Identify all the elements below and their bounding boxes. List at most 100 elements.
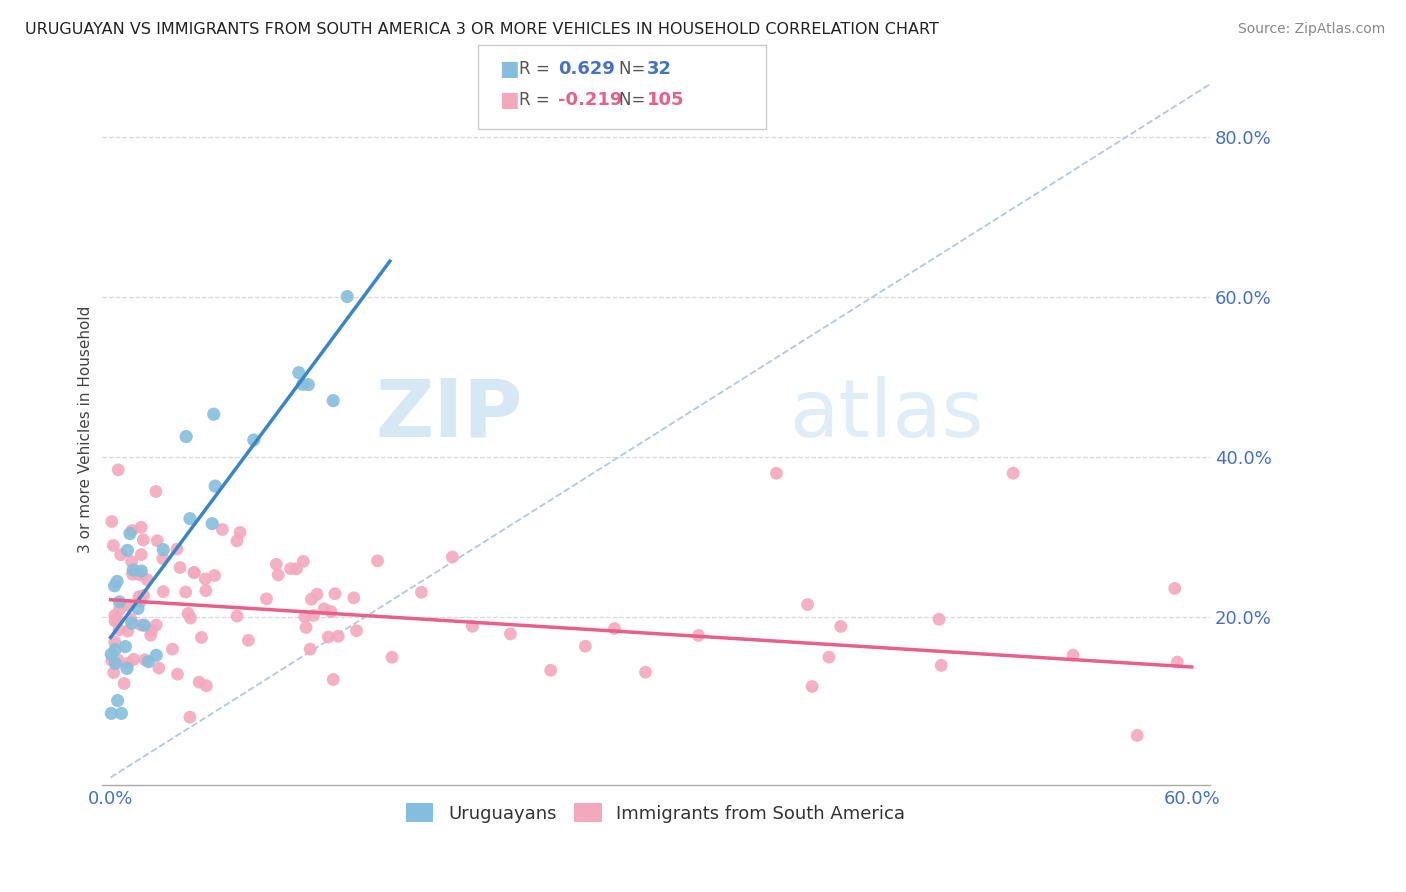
Point bbox=[201, 516, 224, 531]
Point bbox=[101, 515, 124, 529]
Point bbox=[322, 673, 344, 687]
Point bbox=[323, 587, 346, 601]
Point bbox=[100, 706, 122, 721]
Text: R =: R = bbox=[519, 91, 555, 109]
Point bbox=[1126, 728, 1149, 742]
Point bbox=[146, 533, 169, 548]
Point bbox=[1164, 582, 1187, 596]
Point bbox=[110, 706, 132, 721]
Point bbox=[179, 710, 201, 724]
Text: ■: ■ bbox=[499, 59, 519, 78]
Point bbox=[141, 624, 163, 638]
Point bbox=[294, 609, 316, 624]
Legend: Uruguayans, Immigrants from South America: Uruguayans, Immigrants from South Americ… bbox=[399, 796, 912, 830]
Point bbox=[148, 661, 170, 675]
Point bbox=[256, 591, 278, 606]
Point bbox=[202, 407, 225, 421]
Point bbox=[129, 548, 152, 562]
Point bbox=[103, 538, 125, 552]
Text: 0.629: 0.629 bbox=[558, 60, 614, 78]
Point bbox=[796, 598, 818, 612]
Point bbox=[818, 650, 841, 665]
Point bbox=[305, 587, 328, 601]
Point bbox=[1062, 648, 1084, 662]
Point bbox=[302, 608, 325, 623]
Point bbox=[132, 533, 155, 547]
Point bbox=[162, 642, 184, 657]
Point bbox=[145, 618, 167, 632]
Point bbox=[411, 585, 433, 599]
Point bbox=[830, 619, 852, 633]
Point bbox=[291, 377, 314, 392]
Point bbox=[499, 627, 522, 641]
Point bbox=[121, 616, 143, 631]
Point bbox=[100, 648, 122, 662]
Point bbox=[117, 624, 139, 639]
Point bbox=[121, 555, 143, 569]
Point bbox=[292, 554, 315, 568]
Point bbox=[336, 289, 359, 303]
Point bbox=[285, 562, 308, 576]
Point bbox=[120, 612, 142, 626]
Point bbox=[152, 584, 174, 599]
Y-axis label: 3 or more Vehicles in Household: 3 or more Vehicles in Household bbox=[79, 306, 93, 553]
Point bbox=[574, 639, 596, 653]
Point bbox=[145, 484, 167, 499]
Point bbox=[103, 665, 125, 680]
Point bbox=[107, 653, 129, 667]
Text: ■: ■ bbox=[499, 90, 519, 110]
Point bbox=[177, 607, 200, 621]
Point bbox=[138, 655, 160, 669]
Point bbox=[295, 620, 318, 634]
Point bbox=[314, 602, 336, 616]
Point bbox=[194, 583, 217, 598]
Point bbox=[540, 663, 562, 677]
Point bbox=[105, 612, 128, 626]
Point bbox=[134, 653, 156, 667]
Point bbox=[104, 642, 127, 657]
Point bbox=[211, 523, 233, 537]
Text: atlas: atlas bbox=[789, 376, 983, 454]
Point bbox=[204, 568, 226, 582]
Point bbox=[322, 393, 344, 408]
Point bbox=[603, 622, 626, 636]
Point bbox=[117, 656, 139, 670]
Point bbox=[108, 603, 131, 617]
Point bbox=[319, 605, 342, 619]
Point bbox=[297, 377, 319, 392]
Point bbox=[134, 618, 156, 632]
Point bbox=[367, 554, 389, 568]
Point bbox=[104, 608, 127, 623]
Point bbox=[121, 524, 143, 538]
Point bbox=[801, 680, 824, 694]
Point bbox=[104, 657, 127, 671]
Point bbox=[183, 566, 205, 580]
Point bbox=[267, 568, 290, 582]
Point bbox=[174, 585, 197, 599]
Point bbox=[122, 563, 145, 577]
Point bbox=[929, 658, 952, 673]
Text: -0.219: -0.219 bbox=[558, 91, 623, 109]
Point bbox=[122, 652, 145, 666]
Point bbox=[688, 628, 710, 642]
Point bbox=[115, 661, 138, 675]
Point bbox=[226, 609, 249, 624]
Text: Source: ZipAtlas.com: Source: ZipAtlas.com bbox=[1237, 22, 1385, 37]
Text: URUGUAYAN VS IMMIGRANTS FROM SOUTH AMERICA 3 OR MORE VEHICLES IN HOUSEHOLD CORRE: URUGUAYAN VS IMMIGRANTS FROM SOUTH AMERI… bbox=[25, 22, 939, 37]
Point bbox=[128, 590, 150, 604]
Point bbox=[318, 630, 340, 644]
Point bbox=[183, 566, 205, 580]
Point bbox=[765, 467, 787, 481]
Point bbox=[110, 548, 132, 562]
Point bbox=[107, 463, 129, 477]
Point bbox=[343, 591, 366, 605]
Point bbox=[190, 631, 212, 645]
Point bbox=[152, 542, 174, 557]
Point bbox=[108, 623, 131, 637]
Point bbox=[299, 592, 322, 607]
Point bbox=[139, 628, 162, 642]
Point bbox=[288, 366, 311, 380]
Point bbox=[152, 551, 174, 566]
Point bbox=[107, 693, 129, 707]
Point bbox=[136, 573, 159, 587]
